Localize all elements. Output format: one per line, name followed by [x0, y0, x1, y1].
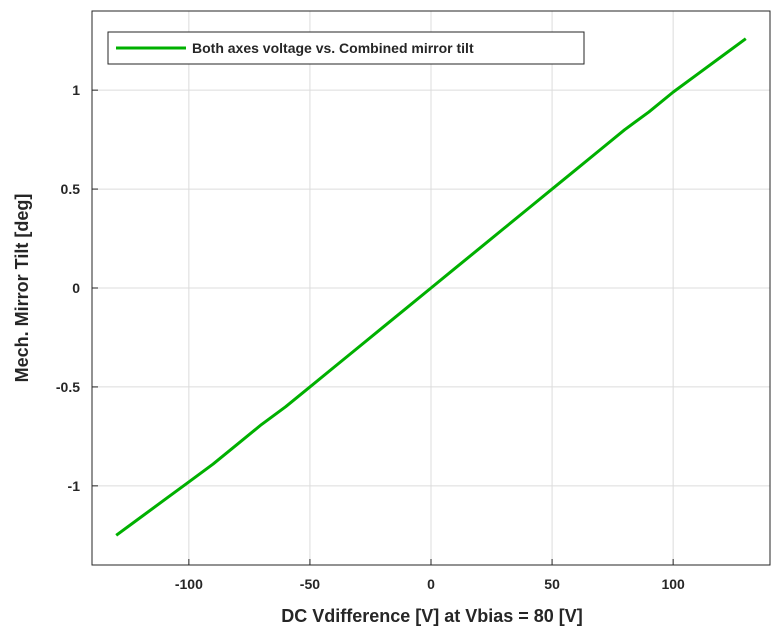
x-tick-label: -100: [175, 576, 203, 592]
y-axis-label: Mech. Mirror Tilt [deg]: [12, 194, 32, 383]
y-tick-label: -0.5: [56, 379, 80, 395]
x-tick-label: 100: [661, 576, 685, 592]
y-tick-label: -1: [68, 478, 81, 494]
x-tick-label: -50: [300, 576, 320, 592]
legend-label: Both axes voltage vs. Combined mirror ti…: [192, 40, 474, 56]
x-axis-label: DC Vdifference [V] at Vbias = 80 [V]: [281, 606, 583, 626]
legend-box: [107, 31, 585, 65]
x-tick-label: 50: [544, 576, 560, 592]
y-tick-label: 1: [72, 82, 80, 98]
data-line: [115, 37, 747, 537]
y-tick-label: 0: [72, 280, 80, 296]
x-tick-label: 0: [427, 576, 435, 592]
plot-frame: [91, 10, 771, 566]
y-tick-label: 0.5: [61, 181, 81, 197]
